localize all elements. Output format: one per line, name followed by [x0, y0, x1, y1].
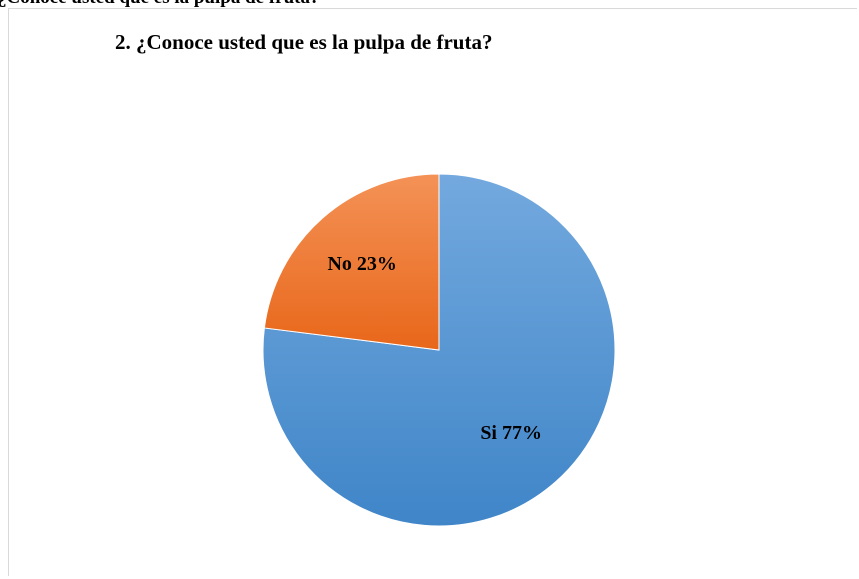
data-label-no: No 23%: [327, 253, 396, 275]
pie-slice-si: [262, 173, 616, 527]
pie-slice-no: [263, 173, 440, 351]
data-label-si: Si 77%: [480, 422, 542, 444]
chart-title: 2. ¿Conoce usted que es la pulpa de frut…: [115, 30, 493, 54]
clipped-heading: 2. ¿Conoce usted que es la pulpa de frut…: [0, 0, 320, 9]
